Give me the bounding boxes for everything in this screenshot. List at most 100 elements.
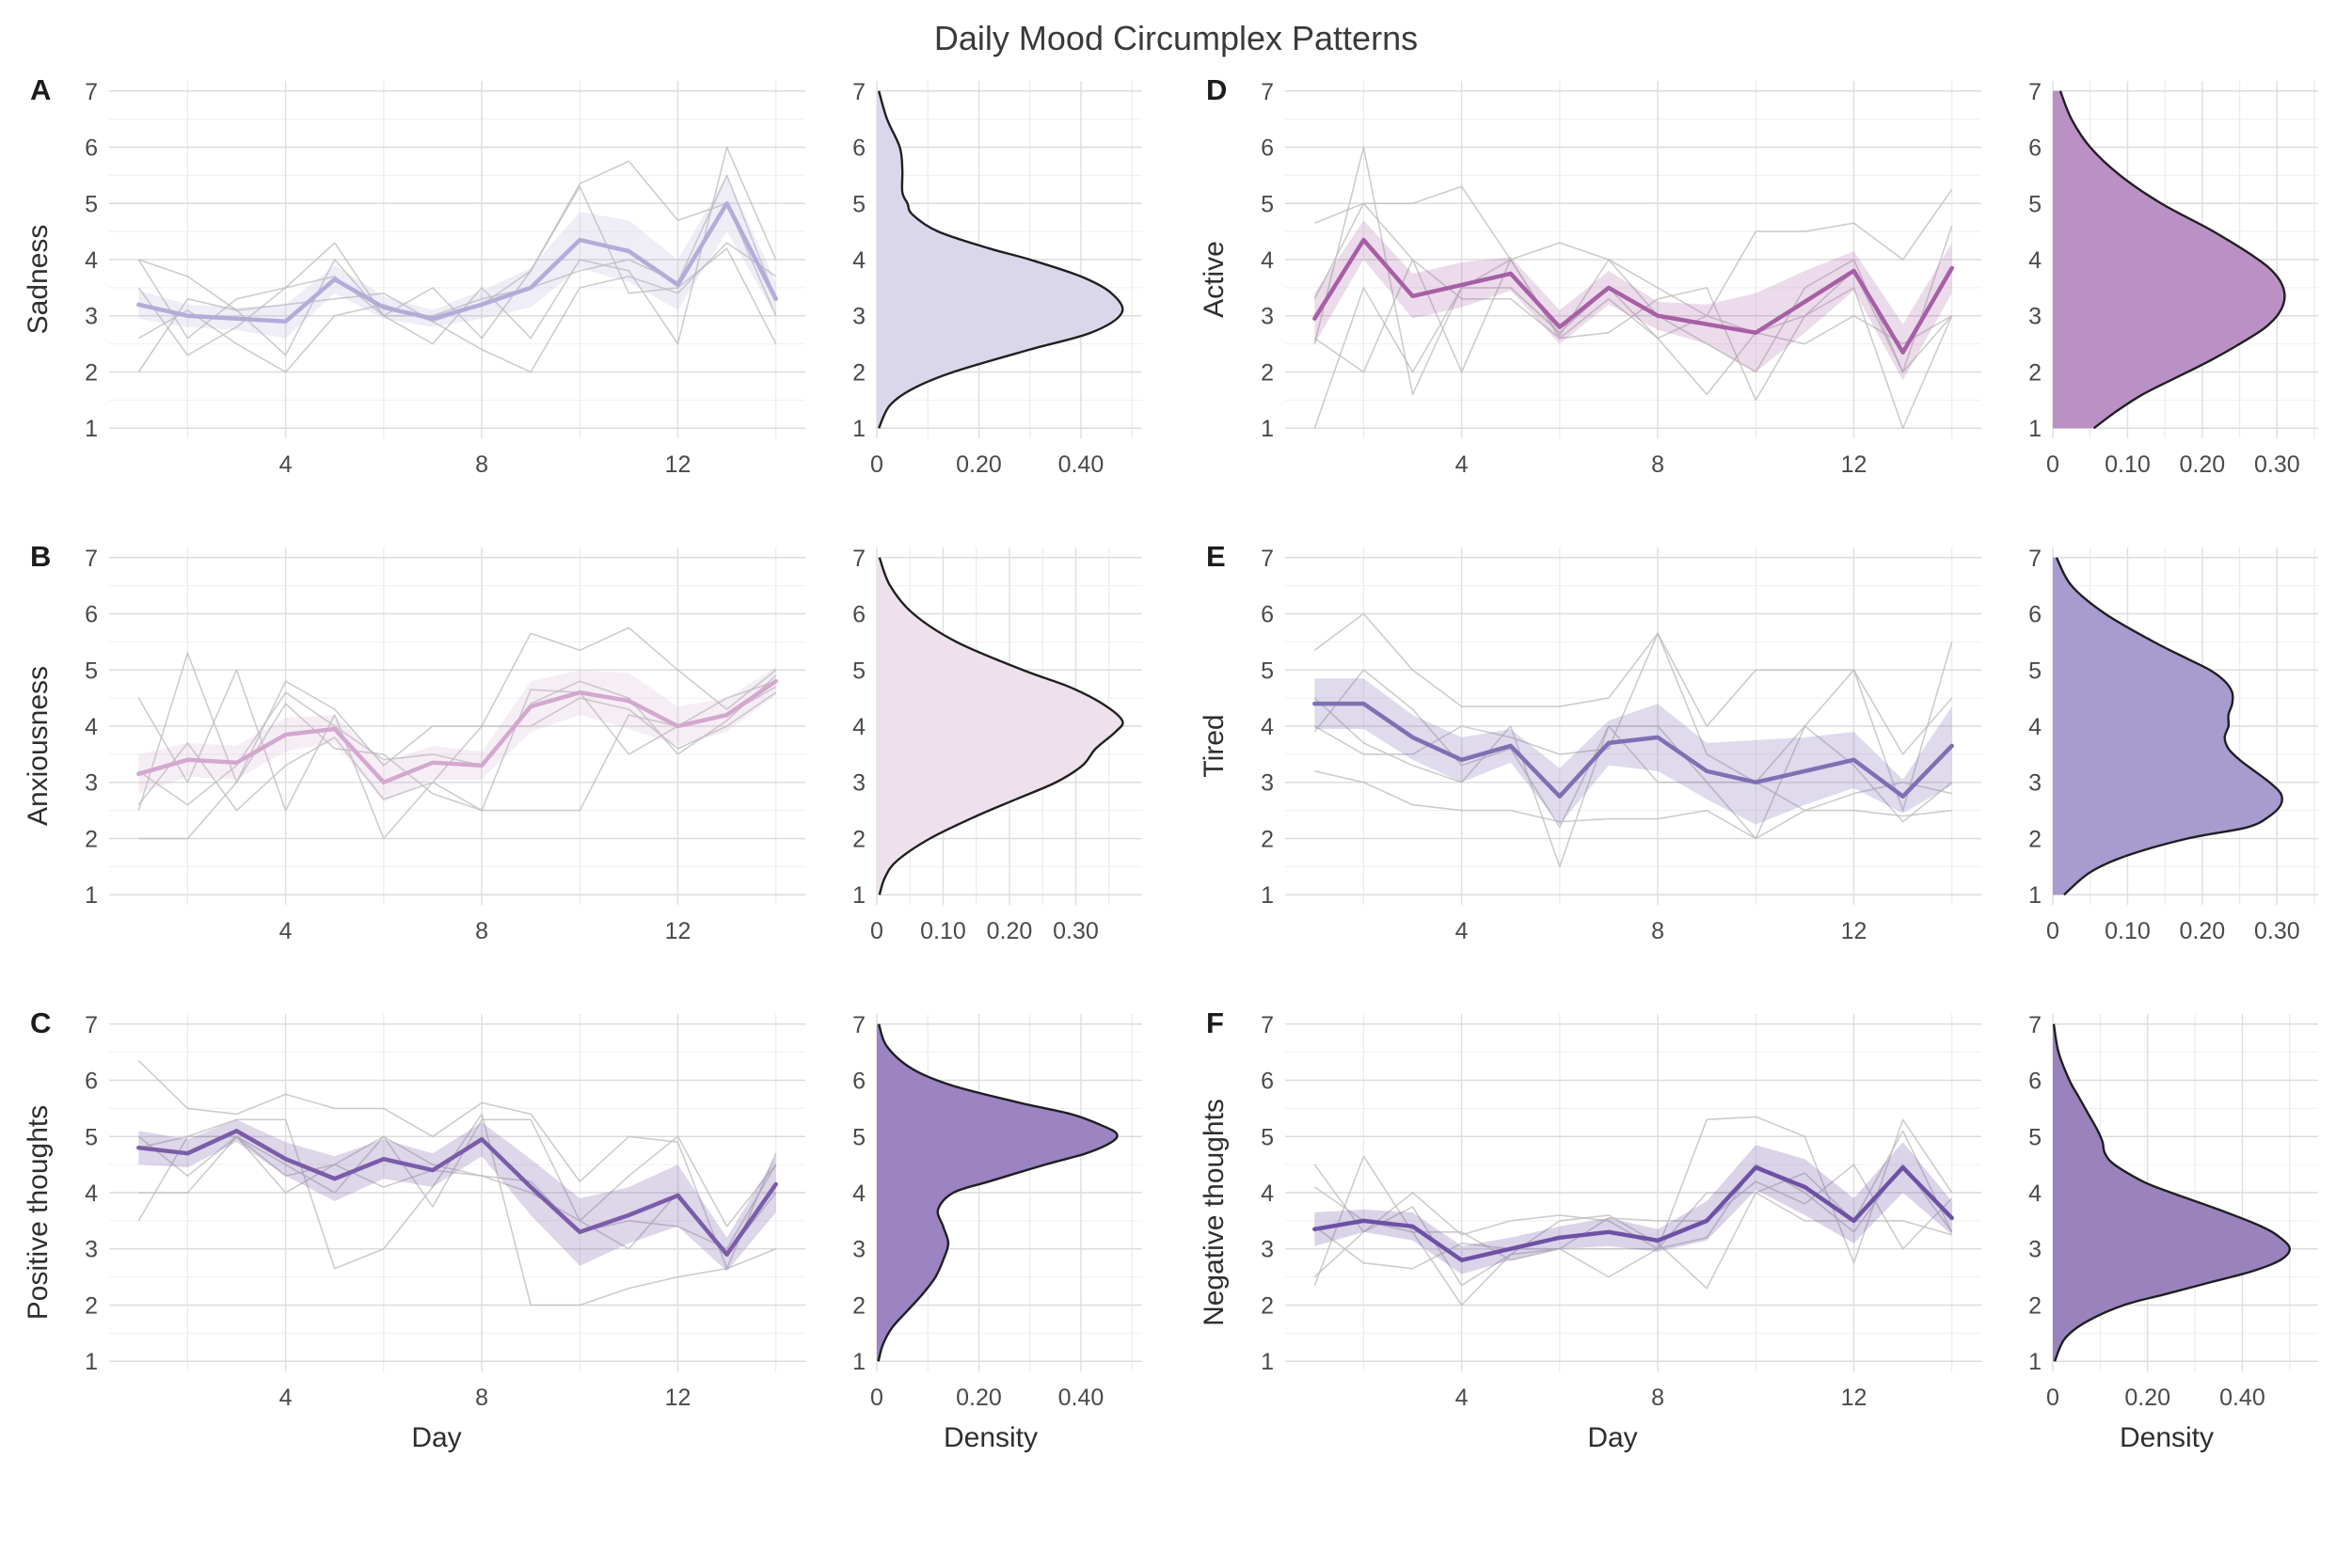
svg-text:6: 6 — [85, 1069, 98, 1095]
svg-text:2: 2 — [2028, 826, 2042, 852]
density-chart-positive-thoughts: 7 6 5 4 3 2 10 0.20 0.40 — [852, 1012, 1142, 1411]
panel-anxiousness: B Anxiousness 7 6 5 4 3 2 1 4 8 12 7 6 5 4 3 2 1 0 0.10 0.… — [17, 538, 1193, 956]
svg-text:1: 1 — [85, 416, 98, 442]
svg-text:8: 8 — [1651, 451, 1664, 478]
density-chart-tired: 7 6 5 4 3 2 10 0.10 0.20 0.30 — [2028, 546, 2318, 944]
panel-grid: A Sadness 7 6 5 4 3 2 1 4 8 12 7 6 5 4 3 2 1 0 0.20 0.40 D… — [17, 71, 2335, 1454]
svg-text:4: 4 — [852, 714, 866, 740]
svg-text:4: 4 — [1455, 451, 1469, 478]
svg-text:8: 8 — [1651, 1385, 1664, 1411]
svg-text:1: 1 — [852, 1349, 866, 1375]
svg-text:1: 1 — [85, 1349, 98, 1375]
svg-text:3: 3 — [2028, 304, 2042, 330]
svg-text:8: 8 — [475, 1385, 488, 1411]
svg-text:4: 4 — [85, 247, 98, 274]
svg-text:3: 3 — [852, 1237, 866, 1263]
svg-text:0: 0 — [2046, 918, 2059, 944]
svg-text:2: 2 — [852, 1292, 866, 1319]
svg-text:0: 0 — [2046, 1385, 2059, 1411]
svg-text:2: 2 — [1261, 826, 1274, 852]
svg-text:0: 0 — [870, 1385, 883, 1411]
svg-text:5: 5 — [2028, 191, 2042, 217]
svg-text:7: 7 — [852, 546, 866, 572]
figure: Daily Mood Circumplex Patterns A Sadness… — [17, 19, 2335, 1454]
y-axis-label-anxiousness: Anxiousness — [23, 665, 54, 827]
svg-text:0: 0 — [870, 918, 883, 944]
panel-letter-c: C — [30, 1006, 52, 1039]
svg-text:7: 7 — [1261, 546, 1274, 572]
panel-sadness: A Sadness 7 6 5 4 3 2 1 4 8 12 7 6 5 4 3 2 1 0 0.20 0.40 — [17, 71, 1193, 489]
svg-text:2: 2 — [85, 1292, 98, 1319]
svg-text:4: 4 — [1261, 1180, 1274, 1207]
timeseries-chart-negative-thoughts: 7 6 5 4 3 2 1 4 8 12 — [1261, 1012, 1981, 1411]
svg-text:6: 6 — [852, 135, 866, 162]
svg-text:0.20: 0.20 — [2124, 1385, 2170, 1411]
density-axis-title: Density — [2119, 1422, 2215, 1453]
density-axis-title: Density — [943, 1422, 1039, 1453]
timeseries-chart-active: 7 6 5 4 3 2 1 4 8 12 — [1261, 79, 1981, 478]
svg-text:5: 5 — [852, 191, 866, 217]
svg-text:0.10: 0.10 — [2105, 451, 2151, 478]
svg-text:12: 12 — [665, 918, 691, 944]
svg-text:4: 4 — [85, 714, 98, 740]
svg-text:12: 12 — [1841, 918, 1867, 944]
y-axis-label-active: Active — [1199, 241, 1230, 318]
svg-text:2: 2 — [1261, 359, 1274, 386]
svg-text:8: 8 — [1651, 918, 1664, 944]
svg-text:0.30: 0.30 — [1053, 918, 1099, 944]
svg-text:2: 2 — [1261, 1292, 1274, 1319]
svg-text:0: 0 — [2046, 451, 2059, 478]
panel-letter-a: A — [30, 73, 52, 106]
svg-text:7: 7 — [1261, 79, 1274, 105]
svg-text:5: 5 — [85, 1124, 98, 1150]
svg-text:2: 2 — [2028, 1292, 2042, 1319]
svg-text:6: 6 — [1261, 135, 1274, 162]
panel-active: D Active 7 6 5 4 3 2 1 4 8 12 7 6 5 4 3 2 1 0 0.10 0.20 0.3… — [1193, 71, 2352, 489]
timeseries-chart-tired: 7 6 5 4 3 2 1 4 8 12 — [1261, 546, 1981, 944]
svg-text:1: 1 — [1261, 416, 1274, 442]
svg-text:3: 3 — [1261, 304, 1274, 330]
svg-text:4: 4 — [1455, 1385, 1469, 1411]
svg-text:1: 1 — [2028, 1349, 2042, 1375]
timeseries-chart-sadness: 7 6 5 4 3 2 1 4 8 12 — [85, 79, 805, 478]
svg-text:5: 5 — [85, 191, 98, 217]
svg-text:4: 4 — [85, 1180, 98, 1207]
svg-text:1: 1 — [852, 882, 866, 909]
timeseries-chart-anxiousness: 7 6 5 4 3 2 1 4 8 12 — [85, 546, 805, 944]
svg-text:12: 12 — [665, 451, 691, 478]
chart-title: Daily Mood Circumplex Patterns — [933, 19, 1419, 57]
svg-text:7: 7 — [2028, 1012, 2042, 1038]
svg-text:0.40: 0.40 — [2219, 1385, 2265, 1411]
svg-text:4: 4 — [2028, 247, 2042, 274]
density-chart-sadness: 7 6 5 4 3 2 10 0.20 0.40 — [852, 79, 1142, 478]
svg-text:1: 1 — [2028, 416, 2042, 442]
svg-text:12: 12 — [665, 1385, 691, 1411]
svg-text:4: 4 — [1455, 918, 1469, 944]
svg-text:1: 1 — [85, 882, 98, 909]
svg-text:7: 7 — [85, 546, 98, 572]
density-chart-active: 7 6 5 4 3 2 10 0.10 0.20 0.30 — [2028, 79, 2318, 478]
svg-text:4: 4 — [279, 1385, 293, 1411]
svg-text:7: 7 — [852, 1012, 866, 1038]
svg-text:4: 4 — [279, 451, 293, 478]
panel-letter-e: E — [1206, 540, 1226, 573]
svg-text:0.20: 0.20 — [2180, 918, 2226, 944]
y-axis-label-negative-thoughts: Negative thoughts — [1199, 1099, 1230, 1326]
svg-text:6: 6 — [2028, 135, 2042, 162]
svg-text:7: 7 — [852, 79, 866, 105]
panel-letter-f: F — [1206, 1006, 1224, 1039]
svg-text:5: 5 — [852, 657, 866, 684]
panel-letter-b: B — [30, 540, 52, 573]
svg-text:6: 6 — [1261, 1069, 1274, 1095]
svg-text:8: 8 — [475, 451, 488, 478]
svg-text:7: 7 — [85, 79, 98, 105]
svg-text:0.30: 0.30 — [2254, 451, 2300, 478]
svg-text:1: 1 — [1261, 1349, 1274, 1375]
svg-text:1: 1 — [852, 416, 866, 442]
x-axis-title: Day — [1587, 1422, 1638, 1453]
svg-text:7: 7 — [1261, 1012, 1274, 1038]
svg-text:2: 2 — [852, 826, 866, 852]
svg-text:3: 3 — [2028, 770, 2042, 797]
svg-text:2: 2 — [852, 359, 866, 386]
svg-text:6: 6 — [852, 1069, 866, 1095]
